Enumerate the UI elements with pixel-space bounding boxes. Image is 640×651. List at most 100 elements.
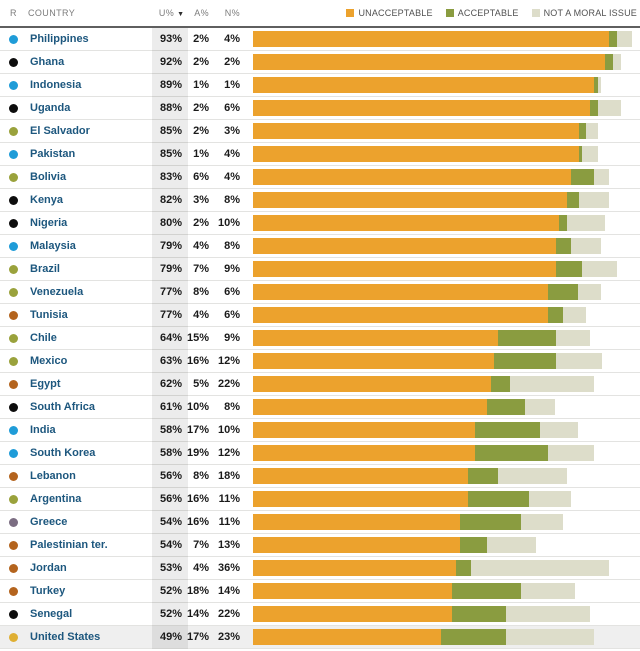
table-row: Kenya 82% 3% 8% bbox=[0, 189, 640, 212]
not-moral-issue-value: 2% bbox=[224, 56, 240, 68]
bar-segment-unacceptable bbox=[253, 77, 594, 93]
not-moral-issue-value: 6% bbox=[224, 102, 240, 114]
bar-segment-unacceptable bbox=[253, 606, 453, 622]
stacked-bar bbox=[253, 261, 617, 277]
stacked-bar bbox=[253, 307, 587, 323]
bar-segment-not-moral-issue bbox=[578, 192, 610, 208]
bar-segment-acceptable bbox=[452, 606, 506, 622]
bar-segment-not-moral-issue bbox=[528, 491, 571, 507]
not-moral-issue-value: 10% bbox=[217, 424, 240, 436]
table-row: Greece 54% 16% 11% bbox=[0, 511, 640, 534]
country-label: Uganda bbox=[30, 102, 71, 114]
country-label: United States bbox=[30, 631, 101, 643]
acceptable-value: 4% bbox=[193, 240, 209, 252]
bar-segment-acceptable bbox=[570, 169, 594, 185]
stacked-bar bbox=[253, 192, 610, 208]
unacceptable-value: 62% bbox=[159, 378, 182, 390]
unacceptable-value: 58% bbox=[159, 424, 182, 436]
stacked-bar bbox=[253, 445, 594, 461]
not-moral-issue-value: 11% bbox=[218, 493, 240, 505]
unacceptable-value: 49% bbox=[159, 631, 182, 643]
acceptable-value: 3% bbox=[193, 194, 209, 206]
bar-segment-not-moral-issue bbox=[521, 583, 575, 599]
table-row: Chile 64% 15% 9% bbox=[0, 327, 640, 350]
column-header-not-moral-issue[interactable]: N% bbox=[224, 8, 240, 18]
table-row: Brazil 79% 7% 9% bbox=[0, 258, 640, 281]
column-header-acceptable[interactable]: A% bbox=[194, 8, 209, 18]
region-dot-icon bbox=[9, 173, 18, 182]
country-label: Argentina bbox=[30, 493, 82, 505]
bar-segment-unacceptable bbox=[253, 514, 460, 530]
table-row: United States 49% 17% 23% bbox=[0, 626, 640, 649]
column-header-region[interactable]: R bbox=[10, 8, 17, 18]
table-row: Nigeria 80% 2% 10% bbox=[0, 212, 640, 235]
bar-segment-acceptable bbox=[494, 353, 556, 369]
stacked-bar bbox=[253, 146, 598, 162]
bar-segment-acceptable bbox=[547, 307, 564, 323]
column-header-unacceptable[interactable]: U% ▼ bbox=[138, 0, 184, 28]
column-header-unacceptable-label: U% bbox=[158, 8, 175, 18]
bar-segment-not-moral-issue bbox=[586, 123, 598, 139]
country-label: Kenya bbox=[30, 194, 64, 206]
stacked-bar bbox=[253, 31, 633, 47]
country-label: Tunisia bbox=[30, 309, 68, 321]
bar-segment-unacceptable bbox=[253, 307, 548, 323]
legend: UNACCEPTABLE ACCEPTABLE NOT A MORAL ISSU… bbox=[346, 0, 637, 26]
table-row: India 58% 17% 10% bbox=[0, 419, 640, 442]
stacked-bar bbox=[253, 468, 567, 484]
not-moral-issue-value: 4% bbox=[224, 171, 240, 183]
table-row: Tunisia 77% 4% 6% bbox=[0, 304, 640, 327]
bar-segment-not-moral-issue bbox=[597, 100, 621, 116]
bar-segment-acceptable bbox=[486, 399, 525, 415]
acceptable-value: 2% bbox=[193, 102, 209, 114]
not-moral-issue-value: 3% bbox=[224, 125, 240, 137]
unacceptable-value: 52% bbox=[159, 608, 182, 620]
acceptable-value: 2% bbox=[193, 125, 209, 137]
bar-segment-acceptable bbox=[590, 100, 598, 116]
table-row: Jordan 53% 4% 36% bbox=[0, 557, 640, 580]
bar-segment-not-moral-issue bbox=[555, 353, 602, 369]
bar-segment-acceptable bbox=[498, 330, 556, 346]
bar-segment-acceptable bbox=[475, 422, 541, 438]
stacked-bar bbox=[253, 54, 621, 70]
unacceptable-value: 54% bbox=[159, 516, 182, 528]
region-dot-icon bbox=[9, 403, 18, 412]
country-label: India bbox=[30, 424, 56, 436]
region-dot-icon bbox=[9, 81, 18, 90]
bar-segment-unacceptable bbox=[253, 100, 590, 116]
unacceptable-value: 79% bbox=[159, 240, 182, 252]
country-label: Bolivia bbox=[30, 171, 67, 183]
unacceptable-value: 64% bbox=[159, 332, 182, 344]
bar-segment-unacceptable bbox=[253, 376, 491, 392]
unacceptable-value: 83% bbox=[159, 171, 182, 183]
unacceptable-value: 56% bbox=[159, 493, 182, 505]
bar-segment-unacceptable bbox=[253, 445, 476, 461]
acceptable-value: 6% bbox=[193, 171, 209, 183]
unacceptable-value: 79% bbox=[159, 263, 182, 275]
region-dot-icon bbox=[9, 633, 18, 642]
stacked-bar bbox=[253, 100, 621, 116]
not-moral-issue-value: 8% bbox=[224, 401, 240, 413]
unacceptable-value: 85% bbox=[159, 148, 182, 160]
bar-segment-acceptable bbox=[475, 445, 548, 461]
bar-segment-unacceptable bbox=[253, 583, 453, 599]
bar-segment-unacceptable bbox=[253, 192, 568, 208]
legend-label: ACCEPTABLE bbox=[457, 8, 519, 18]
acceptable-value: 10% bbox=[186, 401, 209, 413]
region-dot-icon bbox=[9, 564, 18, 573]
acceptable-value: 15% bbox=[186, 332, 209, 344]
country-label: Venezuela bbox=[30, 286, 84, 298]
country-label: Chile bbox=[30, 332, 57, 344]
bar-segment-acceptable bbox=[459, 514, 522, 530]
stacked-bar bbox=[253, 284, 602, 300]
stacked-bar bbox=[253, 330, 591, 346]
not-moral-issue-value: 22% bbox=[217, 608, 240, 620]
not-moral-issue-swatch-icon bbox=[531, 9, 540, 17]
table-row: Uganda 88% 2% 6% bbox=[0, 97, 640, 120]
bar-segment-not-moral-issue bbox=[567, 215, 606, 231]
region-dot-icon bbox=[9, 58, 18, 67]
unacceptable-value: 82% bbox=[159, 194, 182, 206]
column-header-country[interactable]: COUNTRY bbox=[28, 8, 76, 18]
bar-segment-acceptable bbox=[547, 284, 579, 300]
